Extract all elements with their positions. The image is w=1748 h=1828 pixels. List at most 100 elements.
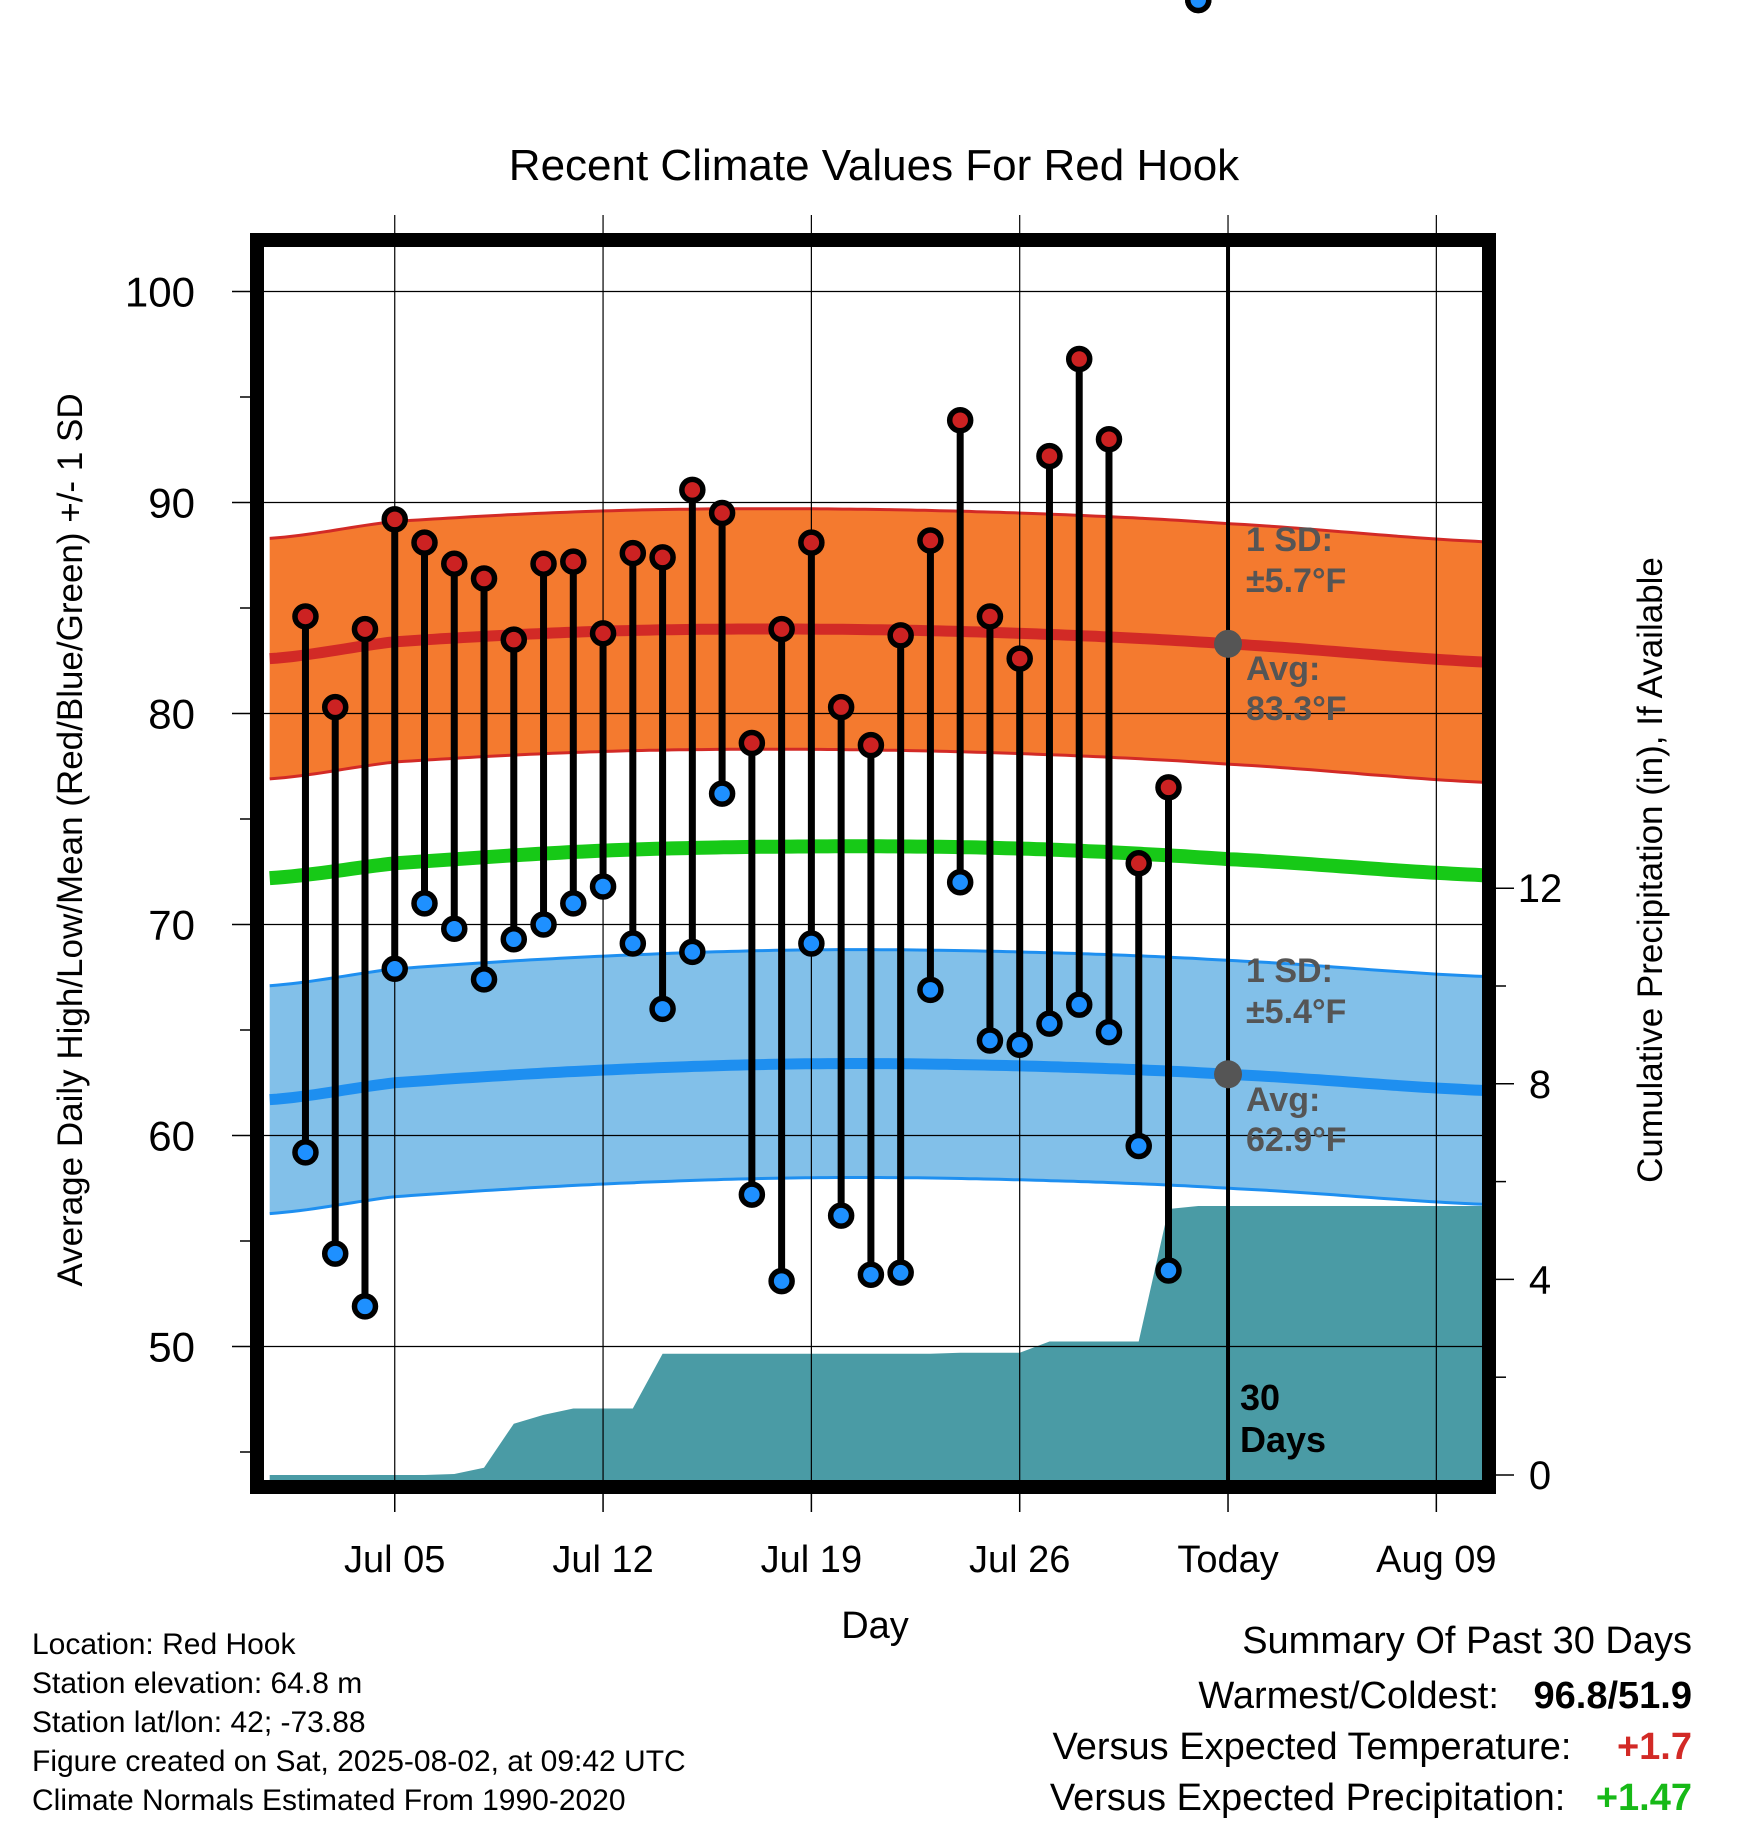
- high-point: [292, 603, 319, 630]
- x-tick-label: Jul 12: [552, 1539, 653, 1581]
- warm-cold-row: Warmest/Coldest: 96.8/51.9: [1050, 1671, 1692, 1722]
- avg-mean-line: [269, 839, 1484, 886]
- high-point: [381, 506, 408, 533]
- temp-value: +1.7: [1616, 1726, 1692, 1768]
- low-point: [1155, 1257, 1182, 1284]
- low-point: [708, 780, 736, 807]
- x-tick-label: Jul 26: [969, 1539, 1070, 1581]
- low-point: [917, 976, 944, 1004]
- low-point: [1125, 1132, 1152, 1160]
- high-point: [500, 626, 528, 653]
- low-point: [887, 1259, 914, 1286]
- days-label-line1: 30: [1240, 1377, 1280, 1418]
- high-point: [827, 693, 855, 721]
- high-point: [530, 550, 557, 577]
- high-sd-upper-edge: [269, 507, 1484, 544]
- x-tick-label: Today: [1177, 1539, 1278, 1581]
- avg-low-line: [269, 1058, 1484, 1106]
- warm-cold-label: Warmest/Coldest:: [1198, 1675, 1499, 1717]
- low-point: [470, 966, 498, 993]
- high-sd-value: ±5.7°F: [1246, 562, 1346, 600]
- low-sd-upper-edge: [269, 948, 1484, 988]
- y2-tick-label: 4: [1529, 1258, 1551, 1302]
- normals-text: Climate Normals Estimated From 1990-2020: [32, 1784, 626, 1817]
- precip-label: Versus Expected Precipitation:: [1049, 1777, 1566, 1819]
- high-point: [917, 527, 944, 554]
- high-point: [976, 603, 1004, 630]
- low-point: [560, 890, 587, 917]
- y-axis-label: Average Daily High/Low/Mean (Red/Blue/Gr…: [51, 393, 90, 1286]
- low-point: [589, 873, 617, 900]
- high-sd-label: 1 SD:: [1246, 521, 1333, 559]
- low-point: [857, 1261, 885, 1289]
- high-point: [411, 529, 438, 556]
- low-point: [976, 1027, 1004, 1054]
- low-point: [321, 1240, 349, 1267]
- high-point: [1036, 442, 1063, 470]
- high-point: [768, 615, 795, 643]
- low-point: [530, 911, 557, 938]
- y-tick-label: 100: [125, 269, 195, 316]
- low-point: [679, 938, 706, 966]
- high-point: [560, 548, 587, 575]
- coldest-value: 51.9: [1618, 1675, 1692, 1717]
- low-sd-value: ±5.4°F: [1246, 993, 1346, 1031]
- high-point: [1155, 774, 1182, 801]
- location-text: Location: Red Hook: [32, 1628, 296, 1661]
- chart-title: Recent Climate Values For Red Hook: [509, 141, 1240, 190]
- high-point: [589, 620, 617, 647]
- temp-label: Versus Expected Temperature:: [1052, 1726, 1572, 1768]
- y2-tick-label: 8: [1529, 1063, 1551, 1107]
- high-point: [351, 615, 379, 643]
- low-point: [946, 869, 974, 896]
- low-point: [292, 1139, 319, 1166]
- high-point: [946, 406, 974, 434]
- low-avg-label: Avg:: [1246, 1081, 1320, 1119]
- low-point: [500, 926, 528, 953]
- low-sd-lower-edge: [269, 1176, 1484, 1216]
- low-sd-band: [269, 949, 1484, 1214]
- summary-panel: Summary Of Past 30 Days Warmest/Coldest:…: [1050, 1620, 1692, 1824]
- low-point: [1065, 991, 1093, 1018]
- today-low-normal-dot: [1214, 1060, 1243, 1089]
- low-point: [738, 1181, 766, 1208]
- precip-value: +1.47: [1595, 1777, 1692, 1819]
- low-point: [827, 1202, 855, 1229]
- y2-axis-label: Cumulative Precipitation (in), If Availa…: [1631, 557, 1670, 1183]
- low-point: [798, 930, 825, 957]
- low-point: [619, 930, 647, 957]
- latlon-text: Station lat/lon: 42; -73.88: [32, 1706, 366, 1739]
- plot-frame: [250, 233, 1496, 1494]
- low-point: [768, 1267, 795, 1295]
- low-point: [1006, 1031, 1033, 1059]
- high-sd-lower-edge: [269, 747, 1484, 784]
- low-point: [1095, 1018, 1123, 1046]
- high-point: [441, 550, 468, 577]
- warmest-value: 96.8: [1533, 1675, 1608, 1717]
- high-avg-value: 83.3°F: [1246, 690, 1347, 728]
- x-axis-label: Day: [841, 1605, 909, 1647]
- low-sd-label: 1 SD:: [1246, 952, 1333, 990]
- today-high-normal-dot: [1214, 629, 1243, 658]
- precip-row: Versus Expected Precipitation: +1.47: [1050, 1773, 1692, 1824]
- y2-tick-label: 12: [1518, 867, 1563, 911]
- high-point: [470, 565, 498, 592]
- y-tick-label: 60: [148, 1113, 195, 1160]
- temp-row: Versus Expected Temperature: +1.7: [1050, 1722, 1692, 1773]
- days-label-line2: Days: [1240, 1419, 1326, 1460]
- low-point: [649, 995, 676, 1023]
- y-tick-label: 70: [148, 902, 195, 949]
- elevation-text: Station elevation: 64.8 m: [32, 1667, 363, 1700]
- x-tick-label: Jul 05: [344, 1539, 445, 1581]
- y-tick-label: 80: [148, 691, 195, 738]
- y-tick-label: 90: [148, 480, 195, 527]
- high-point: [738, 729, 766, 757]
- warm-cold-values: 96.8/51.9: [1533, 1675, 1693, 1717]
- high-point: [321, 693, 349, 721]
- high-point: [798, 529, 825, 556]
- high-point: [679, 476, 706, 504]
- high-point: [1095, 425, 1123, 453]
- high-point: [1006, 645, 1033, 672]
- high-point: [619, 539, 647, 567]
